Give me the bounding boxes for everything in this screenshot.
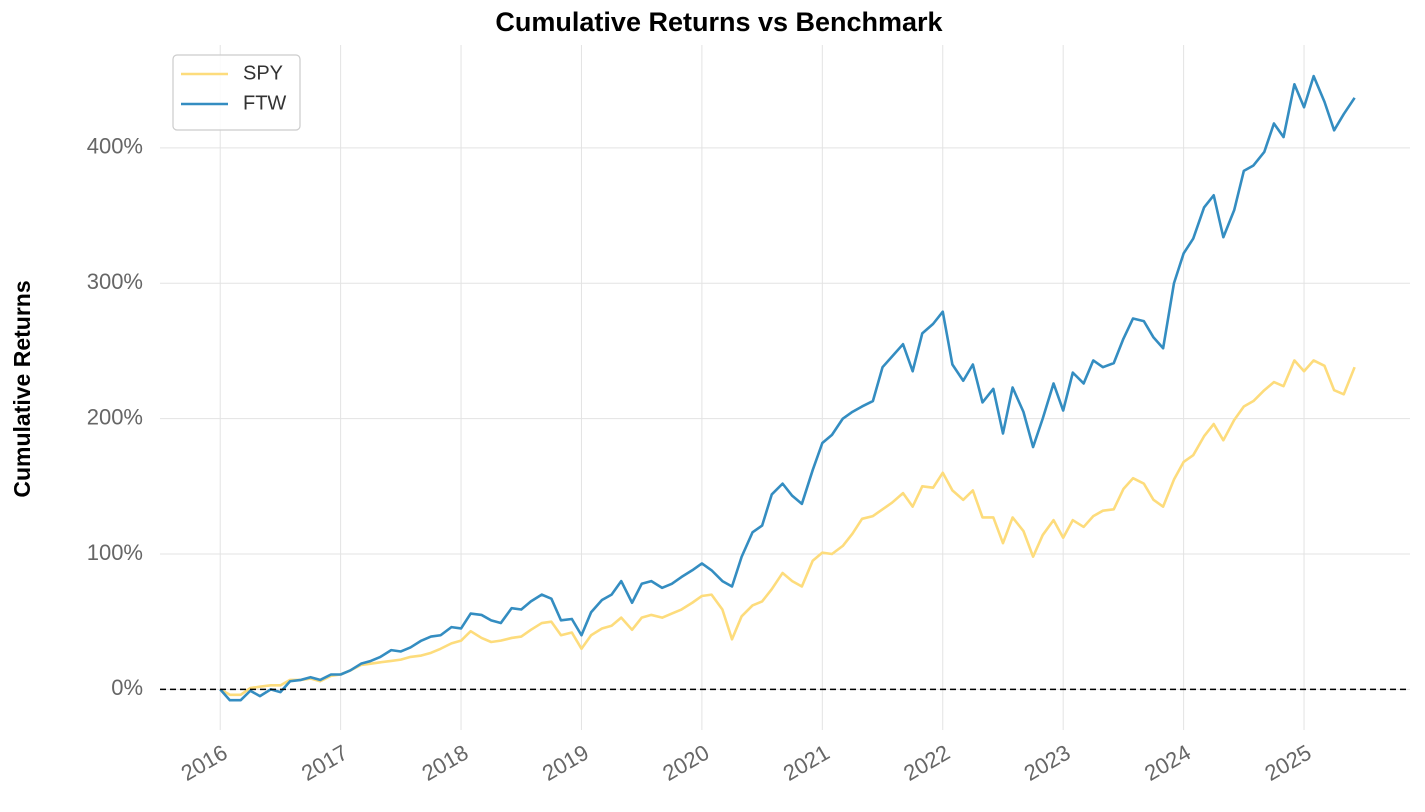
- x-tick-label: 2016: [177, 740, 232, 786]
- y-tick-label: 0%: [111, 675, 143, 700]
- x-tick-label: 2020: [658, 740, 713, 786]
- chart-title: Cumulative Returns vs Benchmark: [495, 7, 943, 37]
- y-tick-label: 400%: [87, 134, 143, 159]
- y-tick-label: 200%: [87, 404, 143, 429]
- x-tick-label: 2017: [297, 740, 352, 786]
- series-line: [219, 74, 1356, 702]
- legend: SPY FTW: [172, 54, 301, 131]
- x-tick-label: 2022: [899, 740, 954, 786]
- x-tick-label: 2021: [779, 740, 834, 786]
- y-tick-label: 300%: [87, 269, 143, 294]
- x-tick-label: 2025: [1261, 740, 1316, 786]
- grid: [160, 45, 1410, 730]
- y-axis-label: Cumulative Returns: [9, 280, 35, 497]
- legend-label: SPY: [243, 62, 283, 84]
- x-tick-label: 2023: [1020, 740, 1075, 786]
- y-tick-label: 100%: [87, 540, 143, 565]
- legend-label: FTW: [243, 92, 286, 114]
- series-line: [219, 359, 1356, 697]
- lines: [160, 74, 1410, 702]
- x-tick-label: 2024: [1140, 740, 1195, 786]
- x-tick-label: 2018: [418, 740, 473, 786]
- x-tick-label: 2019: [538, 740, 593, 786]
